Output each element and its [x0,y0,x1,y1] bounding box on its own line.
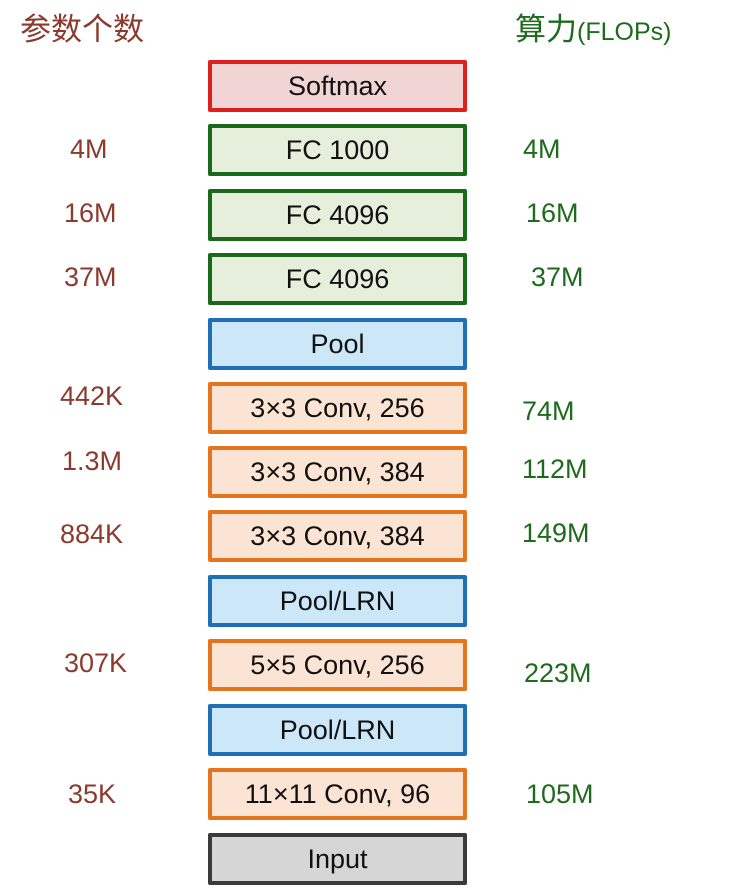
layer-label: 3×3 Conv, 384 [250,456,425,487]
layer-label: 5×5 Conv, 256 [250,649,425,680]
flops-value: 16M [526,198,579,228]
layer-label: FC 4096 [285,263,390,294]
layer-box-conv: 5×5 Conv, 256 [208,639,467,691]
layer-box-conv: 3×3 Conv, 384 [208,446,467,498]
flops-value: 105M [526,779,594,809]
params-value: 442K [60,381,124,411]
params-value: 884K [60,519,124,549]
params-value: 16M [64,198,117,228]
layer-box-pool: Pool [208,318,467,370]
params-value: 4M [70,134,108,164]
layer-box-softmax: Softmax [208,60,467,112]
layer-label: Softmax [287,70,388,101]
flops-value: 112M [522,454,588,484]
layer-label: FC 4096 [285,199,390,230]
params-value: 307K [64,648,128,678]
layer-label: Pool/LRN [279,585,396,616]
layer-label: Pool/LRN [279,714,396,745]
layer-box-pool: Pool/LRN [208,704,467,756]
layer-label: 11×11 Conv, 96 [244,778,431,809]
layer-box-conv: 3×3 Conv, 256 [208,382,467,434]
layer-label: Input [307,843,368,874]
flops-value: 37M [531,262,584,292]
flops-value: 149M [522,518,590,548]
flops-value: 4M [523,134,561,164]
flops-value: 223M [524,658,592,688]
layer-label: 3×3 Conv, 384 [250,520,425,551]
layer-label: FC 1000 [285,134,390,165]
layer-box-pool: Pool/LRN [208,575,467,627]
flops-header-main: 算力 [515,12,577,48]
params-header: 参数个数 [20,12,144,48]
params-value: 35K [68,779,117,809]
params-value: 1.3M [62,446,123,476]
layer-box-fc: FC 4096 [208,253,467,305]
flops-value: 74M [522,396,575,426]
layer-box-conv: 11×11 Conv, 96 [208,768,467,820]
layer-box-fc: FC 1000 [208,124,467,176]
layer-label: Pool [310,328,365,359]
flops-header-sub: (FLOPs) [577,18,672,46]
layer-box-conv: 3×3 Conv, 384 [208,510,467,562]
params-value: 37M [64,262,117,292]
layer-box-fc: FC 4096 [208,189,467,241]
layer-label: 3×3 Conv, 256 [250,392,425,423]
layer-box-input: Input [208,833,467,885]
flops-header: 算力(FLOPs) [515,4,671,49]
